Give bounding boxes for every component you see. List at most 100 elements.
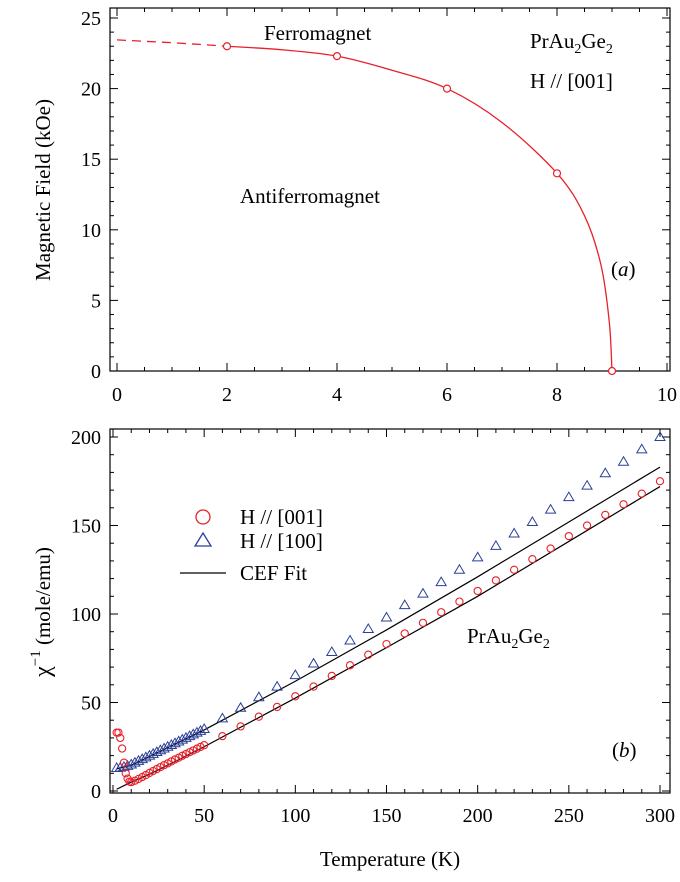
antiferromagnet-label: Antiferromagnet — [240, 184, 380, 208]
data-point-h001 — [437, 608, 446, 617]
data-point-h001 — [291, 692, 300, 701]
legend-label-h100: H // [100] — [240, 529, 323, 553]
y-tick-label-b: 200 — [71, 427, 101, 449]
y-tick-label-a: 20 — [81, 79, 101, 101]
field-direction-label: H // [001] — [530, 69, 613, 93]
data-point-h001 — [309, 682, 318, 691]
y-tick-label-a: 5 — [91, 290, 101, 312]
susceptibility-panel: 0 50 100 150 200 250 300 0 50 100 150 200 χ−1 (mol… — [28, 427, 675, 871]
x-tick-labels-a: 0 2 4 6 8 10 — [112, 384, 677, 406]
data-point-h100 — [544, 503, 557, 514]
data-point-h001 — [546, 544, 555, 553]
phase-boundary-line — [226, 45, 613, 372]
extrapolated-boundary-line — [116, 39, 228, 47]
data-point-h001 — [491, 576, 501, 585]
x-tick-label-b: 200 — [463, 805, 493, 827]
data-point-h100 — [490, 539, 502, 550]
transition-point — [332, 52, 342, 61]
data-point-h001 — [364, 650, 373, 659]
data-point-h100 — [271, 680, 283, 691]
data-point-h100 — [654, 431, 666, 441]
y-tick-label-a: 10 — [81, 220, 101, 242]
panel-label-a: (a) — [611, 257, 636, 281]
data-point-h001 — [121, 769, 130, 778]
x-tick-label-b: 250 — [554, 805, 584, 827]
data-point-h100 — [198, 723, 211, 734]
data-point-h001 — [382, 639, 391, 649]
data-point-h001 — [119, 758, 129, 767]
transition-point — [552, 169, 562, 178]
data-point-h001 — [218, 731, 227, 741]
plot-frame-b — [109, 428, 671, 794]
data-point-h100 — [526, 515, 539, 526]
plot-frame-a — [109, 7, 671, 372]
phase-boundary — [116, 39, 617, 376]
data-point-h001 — [200, 741, 209, 750]
data-point-h100 — [471, 551, 484, 562]
x-tick-label-a: 4 — [332, 384, 342, 406]
data-point-h001 — [272, 702, 282, 712]
data-point-h001 — [254, 712, 264, 721]
data-point-h100 — [307, 657, 320, 668]
data-point-h001 — [637, 489, 646, 498]
series-h001 — [112, 477, 665, 787]
y-tick-label-a: 15 — [81, 149, 101, 171]
y-tick-labels-a: 0 5 10 15 20 25 — [81, 8, 101, 383]
legend-label-fit: CEF Fit — [240, 561, 307, 585]
x-tick-label-a: 6 — [442, 384, 452, 406]
data-point-h001 — [655, 477, 665, 486]
data-point-h100 — [362, 623, 375, 634]
y-tick-label-a: 0 — [91, 361, 101, 383]
data-point-h001 — [619, 500, 628, 509]
data-point-h001 — [455, 597, 464, 606]
x-tick-label-b: 0 — [108, 805, 118, 827]
y-axis-label-a: Magnetic Field (kOe) — [31, 99, 55, 281]
data-point-h100 — [380, 611, 393, 622]
tick-marks-b — [110, 429, 670, 793]
data-point-h100 — [581, 479, 593, 490]
data-point-h001 — [400, 629, 409, 638]
data-point-h001 — [509, 565, 519, 574]
data-point-h100 — [562, 491, 575, 502]
data-point-h001 — [116, 733, 125, 743]
data-point-h001 — [601, 510, 610, 520]
y-tick-label-b: 150 — [71, 516, 101, 538]
data-point-h100 — [234, 701, 247, 712]
data-point-h001 — [114, 728, 123, 737]
y-tick-label-b: 100 — [71, 604, 101, 626]
x-tick-label-b: 150 — [372, 805, 402, 827]
cef-fit-curves — [116, 466, 661, 790]
tick-marks-a — [110, 8, 670, 372]
compound-label-a: PrAu2Ge2 — [530, 29, 613, 57]
data-point-h100 — [216, 712, 229, 723]
y-tick-label-a: 25 — [81, 8, 101, 30]
y-tick-label-b: 50 — [81, 693, 101, 715]
transition-point — [607, 366, 617, 376]
legend-marker-h001 — [195, 509, 211, 525]
x-tick-label-a: 8 — [552, 384, 562, 406]
data-point-h001 — [418, 618, 428, 627]
x-tick-label-b: 50 — [194, 805, 214, 827]
data-point-h100 — [289, 669, 302, 680]
data-point-h100 — [344, 634, 356, 645]
y-axis-label-b: χ−1 (mole/emu) — [28, 547, 56, 678]
data-point-h100 — [508, 527, 521, 538]
data-point-h001 — [564, 531, 573, 541]
legend-label-h001: H // [001] — [240, 505, 323, 529]
x-tick-label-b: 100 — [280, 805, 310, 827]
x-tick-label-a: 10 — [657, 384, 677, 406]
data-point-h100 — [114, 761, 127, 772]
data-point-h001 — [582, 521, 592, 530]
cef-fit-line — [116, 486, 661, 790]
data-point-h100 — [435, 576, 448, 587]
x-tick-label-a: 0 — [112, 384, 122, 406]
data-point-h100 — [617, 455, 630, 466]
data-point-h100 — [252, 691, 265, 702]
data-point-h001 — [345, 661, 355, 670]
data-point-h001 — [236, 722, 245, 731]
y-tick-labels-b: 0 50 100 150 200 — [71, 427, 101, 803]
data-point-h100 — [599, 467, 612, 478]
data-point-h001 — [117, 744, 127, 753]
data-point-h001 — [327, 671, 336, 681]
